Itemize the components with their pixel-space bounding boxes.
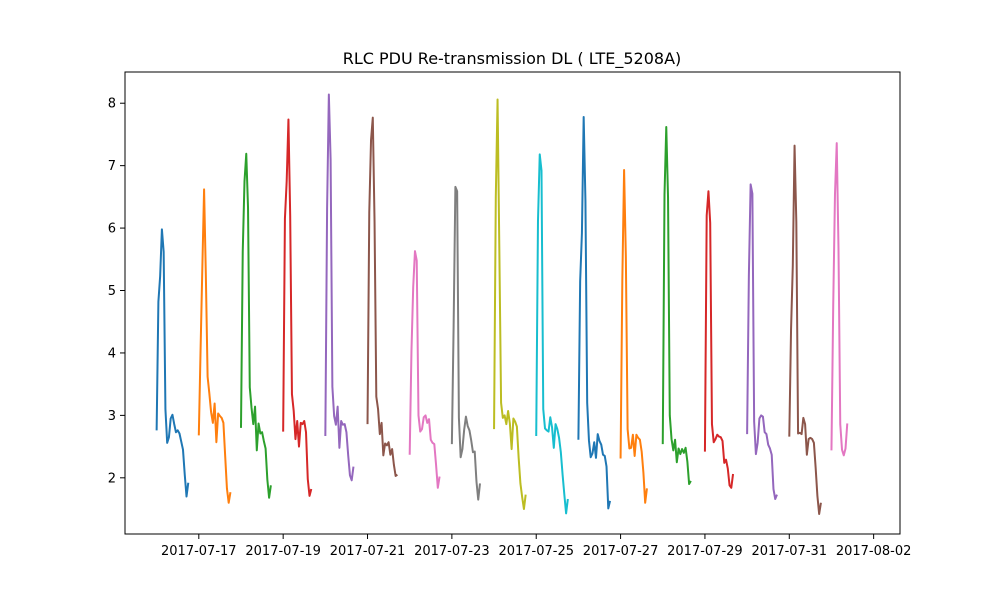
series-line-2017-08-01 <box>830 142 849 457</box>
series-line-2017-07-28 <box>661 125 692 486</box>
y-tick-label: 6 <box>108 222 116 237</box>
series-layer <box>155 93 849 516</box>
y-tick-label: 4 <box>108 346 116 361</box>
x-tick-label: 2017-07-21 <box>330 544 406 559</box>
series-line-2017-07-25 <box>535 153 569 515</box>
series-line-2017-07-22 <box>408 250 441 489</box>
series-line-2017-07-24 <box>493 98 527 511</box>
x-axis: 2017-07-17 2017-07-19 2017-07-21 2017-07-23… <box>161 534 911 559</box>
series-line-2017-07-19 <box>282 118 313 497</box>
series-line-2017-07-29 <box>703 190 735 489</box>
chart-title: RLC PDU Re-transmission DL ( LTE_5208A) <box>343 49 682 69</box>
y-tick-label: 8 <box>108 97 116 112</box>
series-line-2017-07-26 <box>577 115 612 510</box>
series-line-2017-07-21 <box>366 116 398 477</box>
series-line-2017-07-23 <box>450 185 481 501</box>
series-line-2017-07-30 <box>746 183 778 501</box>
y-tick-label: 7 <box>108 159 116 174</box>
series-line-2017-07-27 <box>619 169 648 504</box>
y-tick-label: 5 <box>108 284 116 299</box>
series-line-2017-07-16 <box>155 228 190 498</box>
series-line-2017-07-31 <box>788 144 822 516</box>
series-line-2017-07-18 <box>239 152 272 499</box>
x-tick-label: 2017-07-29 <box>667 544 743 559</box>
y-axis: 2 3 4 5 6 7 8 <box>108 97 125 486</box>
x-tick-label: 2017-07-23 <box>414 544 490 559</box>
x-tick-label: 2017-07-25 <box>498 544 574 559</box>
x-tick-label: 2017-07-19 <box>245 544 321 559</box>
x-tick-label: 2017-08-02 <box>836 544 912 559</box>
axes-frame <box>124 71 901 535</box>
series-line-2017-07-17 <box>197 188 232 504</box>
x-tick-label: 2017-07-31 <box>752 544 828 559</box>
x-tick-label: 2017-07-27 <box>583 544 659 559</box>
x-tick-label: 2017-07-17 <box>161 544 237 559</box>
y-tick-label: 2 <box>108 471 116 486</box>
series-line-2017-07-20 <box>324 93 355 482</box>
plot-area <box>124 71 901 535</box>
y-tick-label: 3 <box>108 409 116 424</box>
